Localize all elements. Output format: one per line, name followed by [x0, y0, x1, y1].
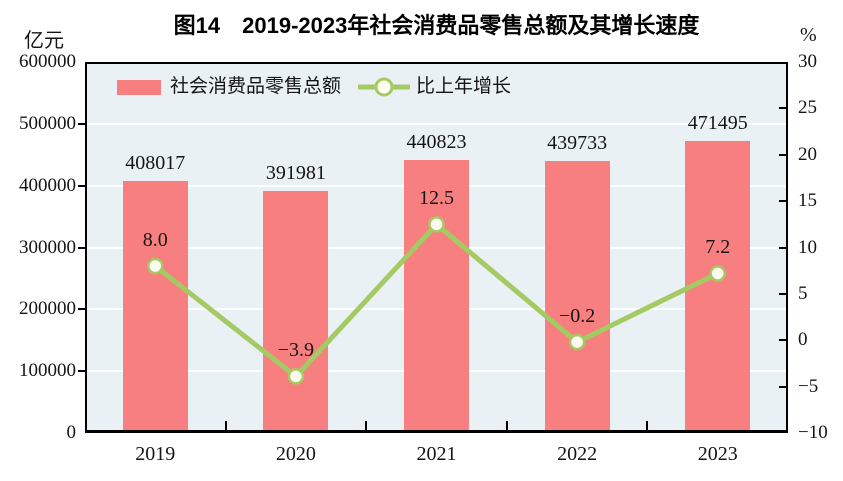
- left-axis-tick-label: 400000: [19, 174, 76, 196]
- x-axis-tickmark: [365, 421, 368, 430]
- right-axis-tick-label: −5: [798, 375, 819, 397]
- x-axis-tickmark: [224, 421, 227, 430]
- x-axis-tickmark: [505, 421, 508, 430]
- left-axis-tickmark: [78, 246, 85, 249]
- bar-2022: [544, 161, 610, 430]
- right-axis-tick-label: 20: [798, 143, 817, 165]
- legend-bar-swatch-icon: [117, 79, 161, 95]
- left-axis-tickmark: [78, 370, 85, 373]
- line-value-label: −3.9: [277, 339, 315, 362]
- chart-title: 图14 2019-2023年社会消费品零售总额及其增长速度: [173, 13, 700, 38]
- line-value-label: −0.2: [558, 305, 596, 328]
- right-axis-tickmark: [779, 385, 786, 388]
- left-axis-tick-label: 200000: [19, 298, 76, 320]
- bar-value-label: 471495: [687, 112, 748, 135]
- right-axis-tick-label: 5: [798, 282, 808, 304]
- right-axis-tickmark: [779, 246, 786, 249]
- right-axis-tickmark: [779, 200, 786, 203]
- left-axis-tickmark: [78, 122, 85, 125]
- right-axis-tickmark: [779, 292, 786, 295]
- legend: 社会消费品零售总额 比上年增长: [117, 75, 511, 99]
- left-axis-tick-label: 300000: [19, 236, 76, 258]
- bar-value-label: 408017: [125, 151, 186, 174]
- gridline: [87, 122, 786, 125]
- line-value-label: 12.5: [419, 187, 454, 210]
- right-axis-tick-label: 10: [798, 236, 817, 258]
- right-axis-tick-label: 0: [798, 329, 808, 351]
- left-axis-tickmark: [78, 184, 85, 187]
- x-axis-label-2022: 2022: [557, 443, 598, 465]
- x-axis-label-2023: 2023: [697, 443, 738, 465]
- x-axis-label-2020: 2020: [275, 443, 316, 465]
- legend-line-marker-icon: [358, 77, 411, 97]
- right-axis-tickmark: [779, 339, 786, 342]
- legend-bar-label: 社会消费品零售总额: [170, 76, 342, 97]
- right-axis-tickmark: [779, 153, 786, 156]
- right-axis-tickmark: [779, 107, 786, 110]
- line-value-label: 8.0: [142, 229, 168, 252]
- bar-2023: [685, 141, 751, 430]
- left-axis-tick-label: 500000: [19, 112, 76, 134]
- legend-line-label: 比上年增长: [416, 76, 512, 97]
- left-axis-tick-label: 0: [66, 422, 77, 443]
- bar-value-label: 440823: [406, 131, 467, 154]
- right-axis-tick-label: −10: [798, 422, 828, 443]
- right-axis-tick-label: 30: [798, 51, 817, 72]
- x-axis-label-2019: 2019: [135, 443, 176, 465]
- right-axis-tick-label: 25: [798, 97, 817, 119]
- x-axis-label-2021: 2021: [416, 443, 457, 465]
- left-axis-tick-label: 600000: [19, 51, 76, 72]
- right-axis-tick-label: 15: [798, 190, 817, 212]
- bar-2019: [122, 180, 188, 430]
- x-axis-tickmark: [646, 421, 649, 430]
- left-axis-tick-label: 100000: [19, 360, 76, 382]
- bar-value-label: 439733: [547, 132, 608, 155]
- line-value-label: 7.2: [705, 236, 731, 259]
- left-axis-tickmark: [78, 308, 85, 311]
- bar-value-label: 391981: [265, 161, 326, 184]
- bar-2020: [263, 190, 329, 430]
- left-axis-unit-label: 亿元: [24, 30, 64, 52]
- right-axis-unit-label: %: [800, 24, 817, 46]
